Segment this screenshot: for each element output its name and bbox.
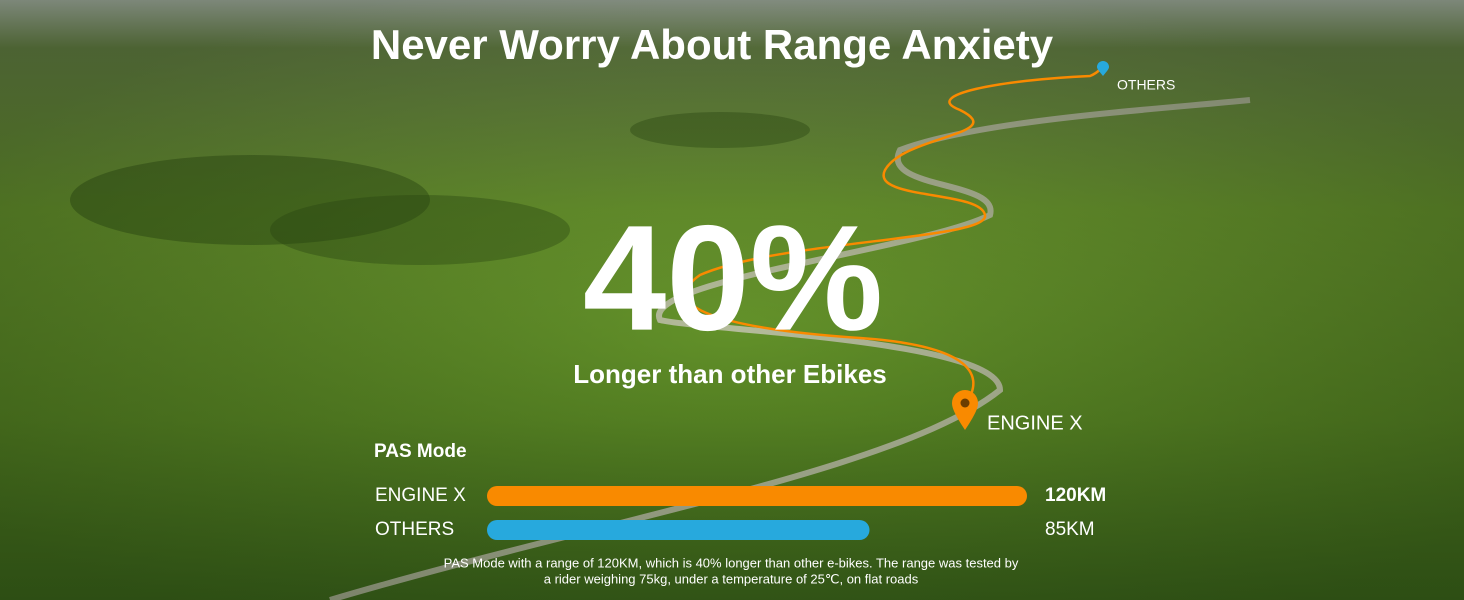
engine-pin bbox=[952, 390, 978, 430]
chart-title: PAS Mode bbox=[374, 441, 467, 462]
title: Never Worry About Range Anxiety bbox=[371, 21, 1054, 68]
pin-dot bbox=[960, 398, 970, 408]
bar bbox=[487, 520, 870, 540]
category-label: OTHERS bbox=[375, 519, 454, 540]
route-line bbox=[684, 65, 1104, 406]
bar-chart: ENGINE X 120KM OTHERS 85KM bbox=[375, 485, 1106, 540]
others-pin bbox=[1097, 61, 1109, 76]
footnote: a rider weighing 75kg, under a temperatu… bbox=[544, 571, 919, 586]
headline: 40% bbox=[583, 194, 883, 362]
map-label: ENGINE X bbox=[987, 412, 1083, 434]
value-label: 120KM bbox=[1045, 485, 1106, 506]
subtitle: Longer than other Ebikes bbox=[573, 359, 887, 389]
category-label: ENGINE X bbox=[375, 485, 466, 506]
footnote: PAS Mode with a range of 120KM, which is… bbox=[444, 555, 1019, 570]
bar bbox=[487, 486, 1027, 506]
value-label: 85KM bbox=[1045, 519, 1095, 540]
map-label: OTHERS bbox=[1117, 77, 1175, 93]
